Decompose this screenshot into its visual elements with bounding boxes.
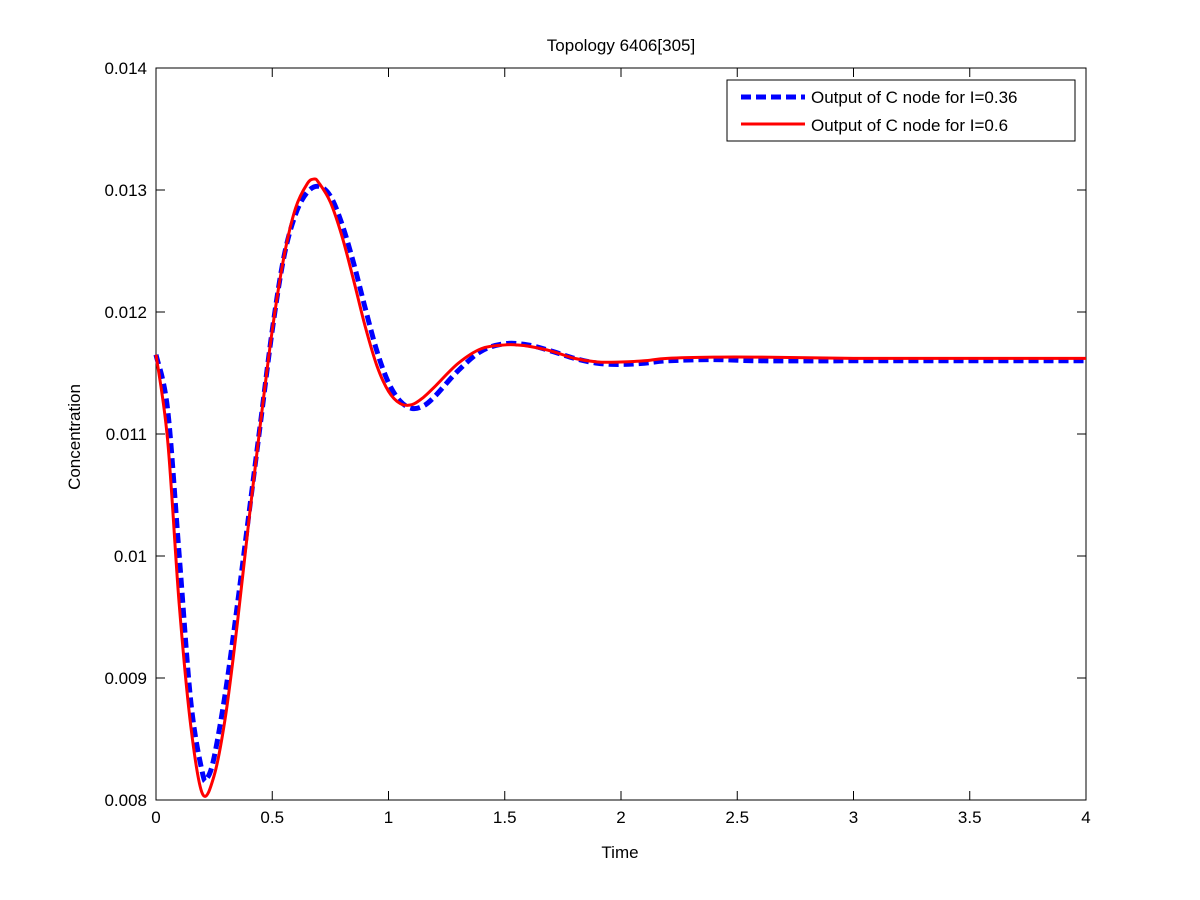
y-tick-label: 0.009: [104, 669, 147, 688]
x-tick-label: 4: [1081, 808, 1090, 827]
x-tick-label: 3: [849, 808, 858, 827]
series-layer: [153, 177, 1086, 798]
legend-box: [726, 79, 1076, 142]
x-axis-label: Time: [601, 843, 638, 862]
y-tick-label: 0.014: [104, 59, 147, 78]
x-tick-label: 0: [151, 808, 160, 827]
series-line-2: [154, 177, 1086, 798]
x-tick-label: 0.5: [260, 808, 284, 827]
chart-title: Topology 6406[305]: [547, 36, 695, 55]
y-tick-label: 0.011: [106, 425, 147, 444]
x-tick-label: 2.5: [725, 808, 749, 827]
y-tick-label: 0.013: [104, 181, 147, 200]
ticks-layer: 0 0.5 1 1.5 2 2.5 3 3.5 4 0.008 0.009 0.01 0.011 0.01…: [104, 59, 1090, 827]
legend-label-series-1: Output of C node for I=0.36: [811, 88, 1018, 107]
y-tick-label: 0.008: [104, 791, 147, 810]
plot-area: 0 0.5 1 1.5 2 2.5 3 3.5 4 0.008 0.009 0.01 0.011 0.01…: [104, 59, 1090, 827]
legend: Output of C node for I=0.36 Output of C …: [726, 79, 1076, 142]
x-tick-label: 1.5: [493, 808, 517, 827]
x-tick-label: 1: [384, 808, 393, 827]
y-axis-label: Concentration: [65, 384, 84, 490]
y-tick-label: 0.012: [104, 303, 147, 322]
y-tick-label: 0.01: [114, 547, 147, 566]
axes-frame: [155, 67, 1087, 801]
legend-label-series-2: Output of C node for I=0.6: [811, 116, 1008, 135]
series-line-1: [153, 183, 1086, 784]
x-tick-label: 3.5: [958, 808, 982, 827]
x-tick-label: 2: [616, 808, 625, 827]
